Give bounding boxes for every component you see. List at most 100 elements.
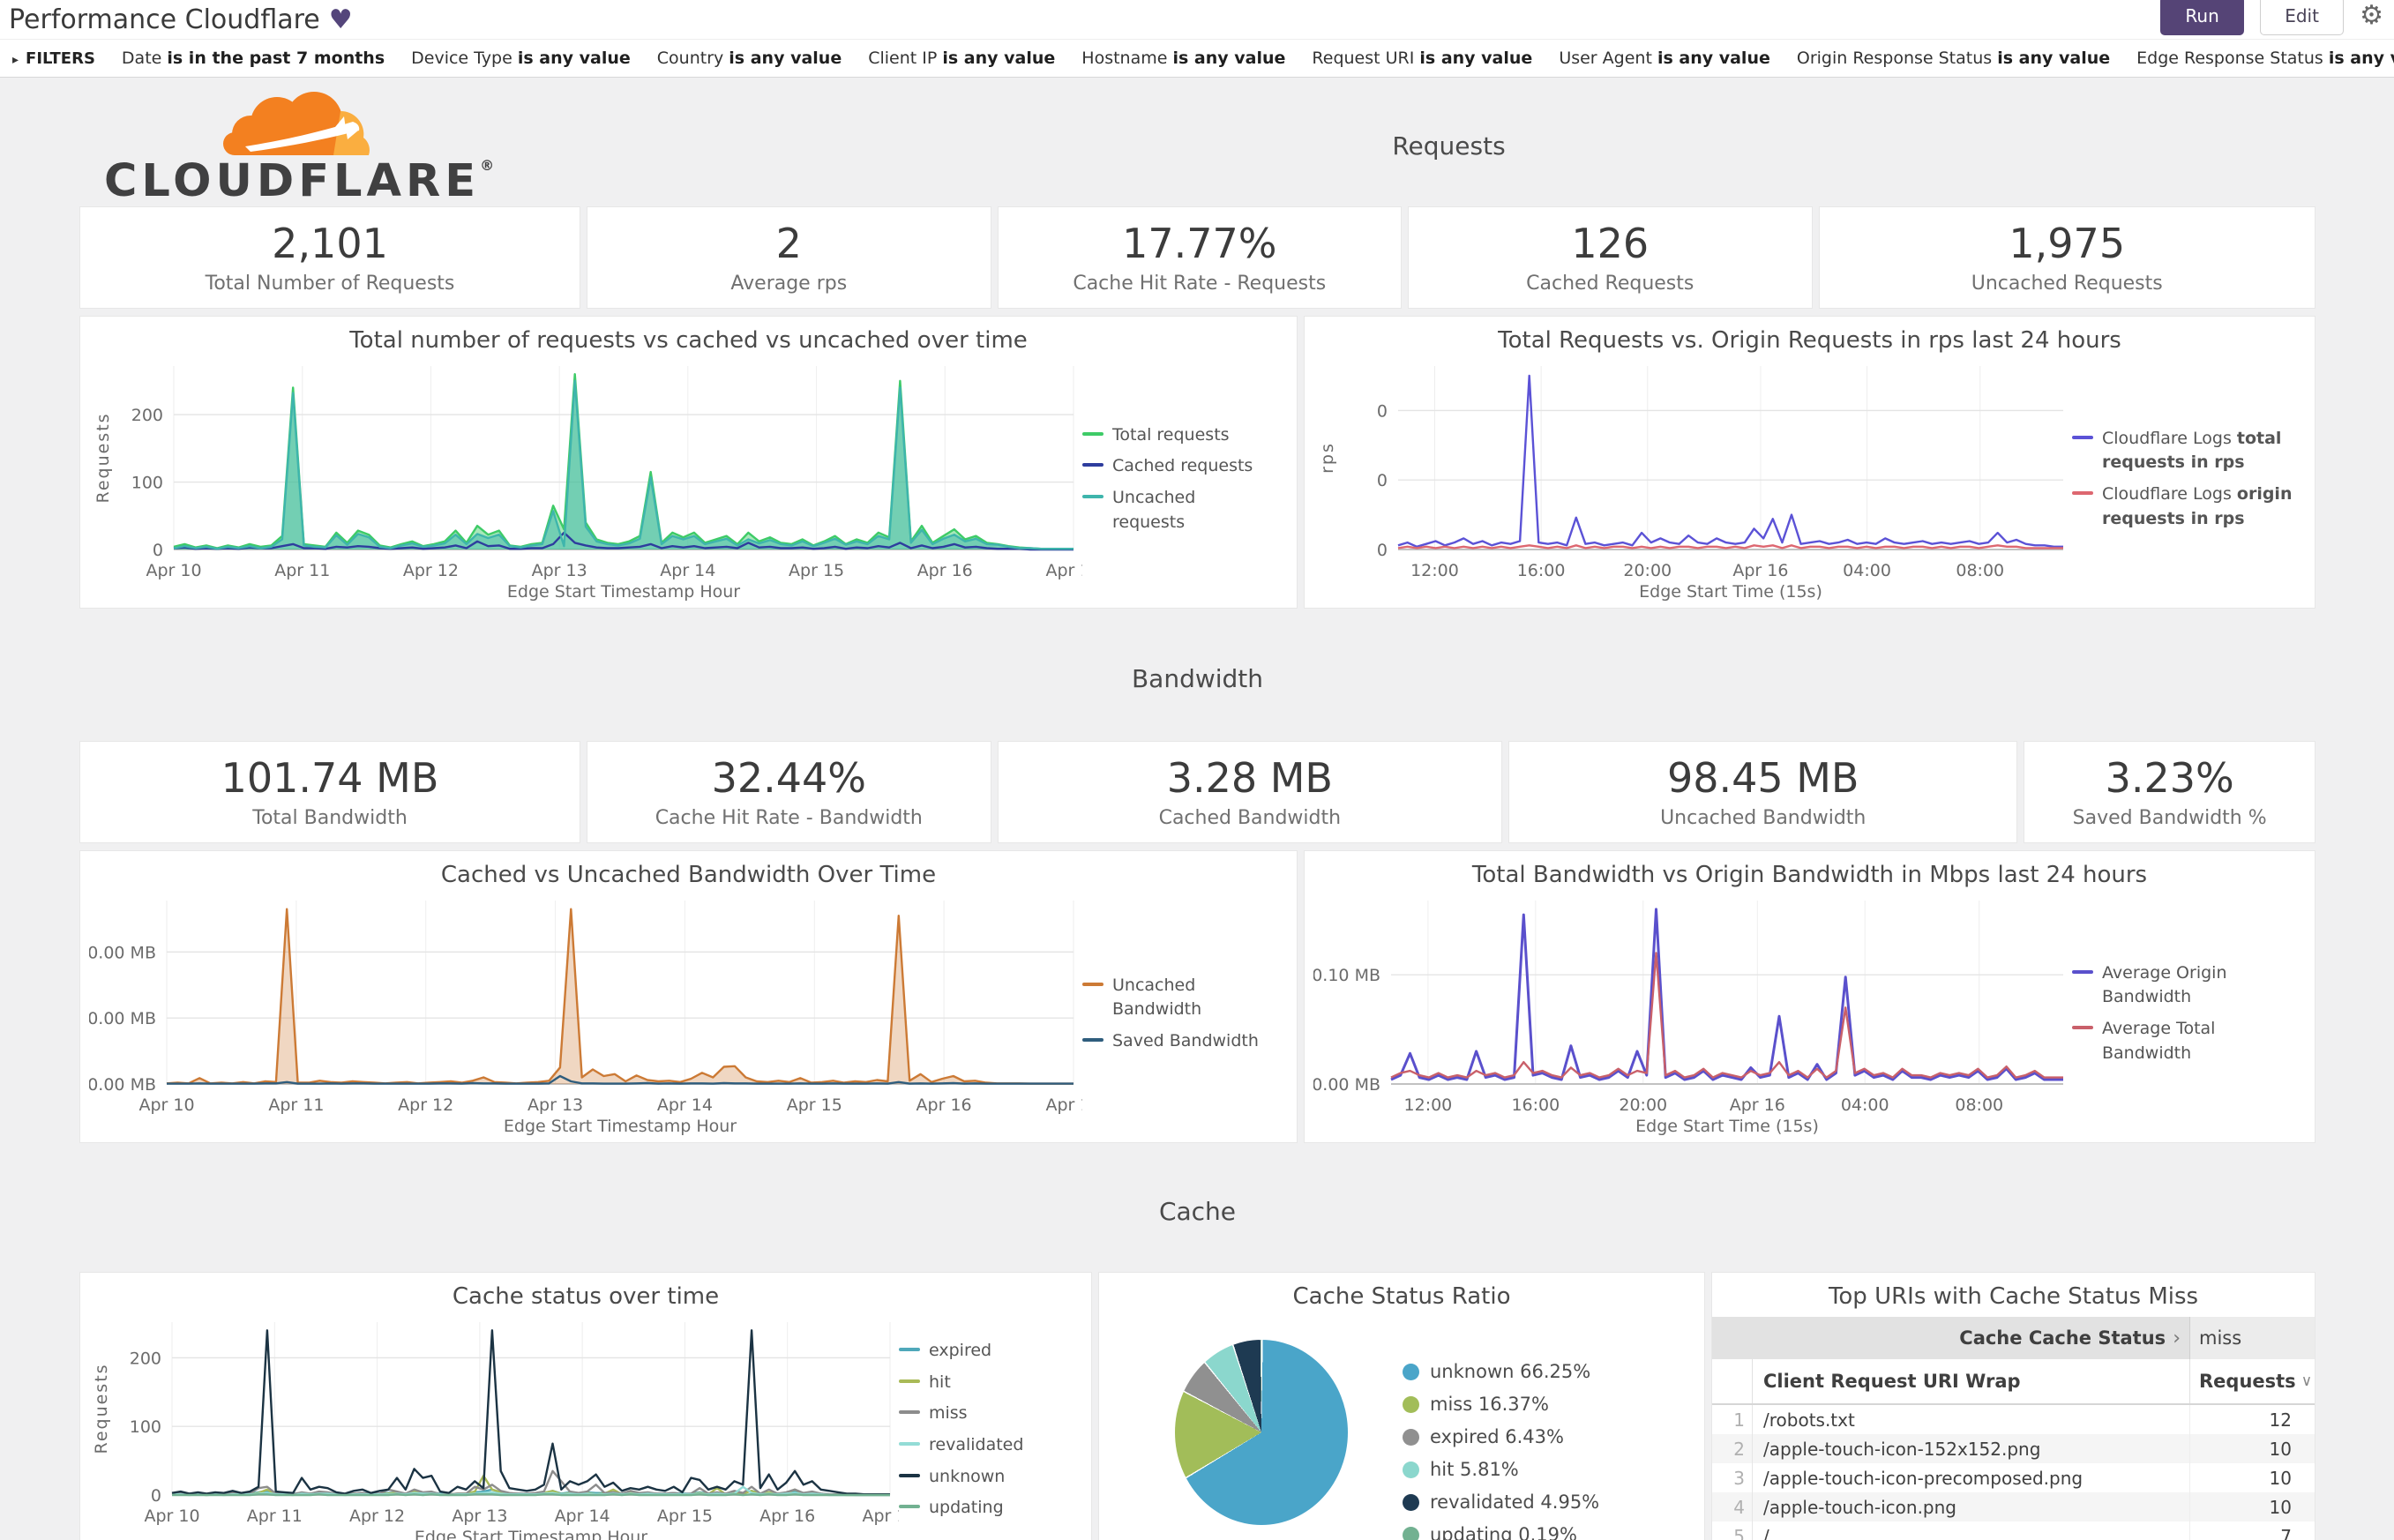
svg-text:rps: rps xyxy=(1318,442,1337,474)
pie-legend-item[interactable]: hit 5.81% xyxy=(1403,1459,1599,1480)
filter-list: Date is in the past 7 months Device Type … xyxy=(122,49,2394,68)
svg-text:Apr 13: Apr 13 xyxy=(527,1095,583,1115)
stat-card: 3.28 MB Cached Bandwidth xyxy=(997,741,1503,843)
row-uri[interactable]: /robots.txt xyxy=(1763,1409,1855,1431)
row-uri[interactable]: / xyxy=(1763,1525,1769,1540)
filter-item[interactable]: Client IP is any value xyxy=(868,49,1056,68)
stat-value: 101.74 MB xyxy=(221,754,439,803)
cache-status-pie[interactable] xyxy=(1175,1340,1348,1525)
bandwidth-24h-chart[interactable]: 12:00 16:00 20:00 Apr 16 04:00 08:00 0.00 MB 0.… xyxy=(1313,888,2072,1139)
stat-value: 17.77% xyxy=(1122,220,1277,268)
row-uri[interactable]: /apple-touch-icon-precomposed.png xyxy=(1763,1467,2084,1489)
svg-text:0: 0 xyxy=(151,1486,161,1506)
legend-item[interactable]: Cached requests xyxy=(1082,454,1272,479)
table-title: Top URIs with Cache Status Miss xyxy=(1828,1283,2199,1310)
svg-text:Apr 16: Apr 16 xyxy=(1730,1095,1785,1115)
filters-expander[interactable]: ▸ FILTERS xyxy=(12,49,95,68)
gear-icon[interactable]: ⚙ xyxy=(2360,0,2383,31)
dashboard-title: Performance Cloudflare xyxy=(9,4,320,35)
legend-item[interactable]: hit xyxy=(899,1371,1062,1395)
legend-item[interactable]: revalidated xyxy=(899,1433,1062,1458)
legend-item[interactable]: Uncached requests xyxy=(1082,486,1272,535)
svg-text:12:00: 12:00 xyxy=(1410,561,1459,580)
svg-text:0: 0 xyxy=(153,541,163,560)
row-requests: 12 xyxy=(2189,1405,2315,1434)
row-index: 1 xyxy=(1712,1405,1753,1434)
legend-item[interactable]: Saved Bandwidth xyxy=(1082,1029,1272,1054)
panel-top-uris-table: Top URIs with Cache Status Miss Cache Ca… xyxy=(1711,1272,2315,1540)
rps-24h-chart[interactable]: 12:00 16:00 20:00 Apr 16 04:00 08:00 0 0 0 rps Edg… xyxy=(1313,354,2072,604)
legend-label: Uncached requests xyxy=(1112,488,1196,532)
requests-column-header[interactable]: Requests ∨ xyxy=(2189,1359,2315,1403)
chart-title: Total Bandwidth vs Origin Bandwidth in M… xyxy=(1471,862,2148,888)
svg-text:12:00: 12:00 xyxy=(1404,1095,1453,1115)
pie-legend-item[interactable]: unknown 66.25% xyxy=(1403,1361,1599,1382)
filter-item[interactable]: Edge Response Status is any value xyxy=(2136,49,2394,68)
legend-label: unknown xyxy=(929,1466,1006,1486)
legend-swatch-icon xyxy=(2072,969,2093,974)
uri-column-header[interactable]: Client Request URI Wrap xyxy=(1763,1371,2021,1392)
chart-title: Total number of requests vs cached vs un… xyxy=(349,327,1028,354)
stat-value: 2,101 xyxy=(272,220,388,268)
legend-item[interactable]: expired xyxy=(899,1339,1062,1364)
pie-legend-item[interactable]: miss 16.37% xyxy=(1403,1394,1599,1415)
pie-legend-label: hit 5.81% xyxy=(1430,1459,1519,1480)
svg-text:Requests: Requests xyxy=(92,1363,111,1454)
edit-button[interactable]: Edit xyxy=(2260,0,2345,35)
svg-text:Apr 10: Apr 10 xyxy=(138,1095,194,1115)
legend-item[interactable]: Average Origin Bandwidth xyxy=(2072,961,2297,1010)
filter-item[interactable]: Request URI is any value xyxy=(1312,49,1533,68)
svg-text:Apr 12: Apr 12 xyxy=(403,561,459,580)
svg-text:0: 0 xyxy=(1377,541,1388,560)
table-row: 2/apple-touch-icon-152x152.png 10 xyxy=(1712,1434,2315,1463)
filter-item[interactable]: Device Type is any value xyxy=(411,49,631,68)
triangle-icon: ▸ xyxy=(12,52,19,67)
legend-label: hit xyxy=(929,1372,951,1392)
filter-item[interactable]: Hostname is any value xyxy=(1081,49,1286,68)
stat-label: Cache Hit Rate - Bandwidth xyxy=(655,806,923,829)
svg-text:08:00: 08:00 xyxy=(1955,1095,2003,1115)
legend-label: Saved Bandwidth xyxy=(1112,1030,1259,1050)
svg-text:Apr 11: Apr 11 xyxy=(274,561,330,580)
run-button[interactable]: Run xyxy=(2160,0,2245,35)
filter-item[interactable]: User Agent is any value xyxy=(1559,49,1770,68)
legend-item[interactable]: miss xyxy=(899,1402,1062,1426)
chart-title: Cache status over time xyxy=(452,1283,720,1310)
stat-card: 17.77% Cache Hit Rate - Requests xyxy=(997,206,1403,309)
cloudflare-logo: CLOUDFLARE® xyxy=(79,88,582,204)
legend-item[interactable]: Total requests xyxy=(1082,423,1272,448)
legend-label: revalidated xyxy=(929,1435,1024,1454)
row-index: 5 xyxy=(1712,1521,1753,1540)
cloudflare-cloud-icon xyxy=(223,91,370,155)
bandwidth-24h-legend: Average Origin Bandwidth Average Total Ba… xyxy=(2072,961,2297,1065)
legend-item[interactable]: Cloudflare Logs origin requests in rps xyxy=(2072,482,2297,531)
svg-text:Apr 10: Apr 10 xyxy=(144,1506,199,1526)
pie-legend-item[interactable]: expired 6.43% xyxy=(1403,1426,1599,1447)
filter-item[interactable]: Country is any value xyxy=(656,49,842,68)
svg-text:Apr 10: Apr 10 xyxy=(146,561,201,580)
legend-swatch-icon xyxy=(899,1348,920,1352)
legend-item[interactable]: Average Total Bandwidth xyxy=(2072,1017,2297,1065)
filter-item[interactable]: Origin Response Status is any value xyxy=(1796,49,2111,68)
table-row: 4/apple-touch-icon.png 10 xyxy=(1712,1492,2315,1521)
stat-value: 2 xyxy=(775,220,802,268)
legend-swatch-icon xyxy=(2072,491,2093,495)
svg-text:Apr 12: Apr 12 xyxy=(398,1095,453,1115)
row-uri[interactable]: /apple-touch-icon.png xyxy=(1763,1496,1956,1518)
row-uri[interactable]: /apple-touch-icon-152x152.png xyxy=(1763,1438,2041,1460)
stat-value: 3.28 MB xyxy=(1166,754,1333,803)
cache-status-chart[interactable]: Apr 10 Apr 11 Apr 12 Apr 13 Apr 14 Apr 15 Apr … xyxy=(87,1310,899,1540)
legend-item[interactable]: updating xyxy=(899,1496,1062,1521)
bandwidth-over-time-chart[interactable]: Apr 10 Apr 11 Apr 12 Apr 13 Apr 14 Apr 15 Apr … xyxy=(89,888,1082,1139)
stat-label: Total Number of Requests xyxy=(205,272,455,295)
requests-over-time-chart[interactable]: Apr 10 Apr 11 Apr 12 Apr 13 Apr 14 Apr 15 Apr … xyxy=(89,354,1082,604)
pie-legend-item[interactable]: updating 0.19% xyxy=(1403,1524,1599,1540)
legend-item[interactable]: Uncached Bandwidth xyxy=(1082,974,1272,1022)
pivot-header[interactable]: Cache Cache Status › xyxy=(1959,1327,2181,1349)
stat-card: 98.45 MB Uncached Bandwidth xyxy=(1508,741,2018,843)
svg-text:Apr 16: Apr 16 xyxy=(916,1095,972,1115)
legend-item[interactable]: Cloudflare Logs total requests in rps xyxy=(2072,427,2297,475)
legend-item[interactable]: unknown xyxy=(899,1465,1062,1490)
filter-item[interactable]: Date is in the past 7 months xyxy=(121,49,385,68)
pie-legend-item[interactable]: revalidated 4.95% xyxy=(1403,1491,1599,1513)
